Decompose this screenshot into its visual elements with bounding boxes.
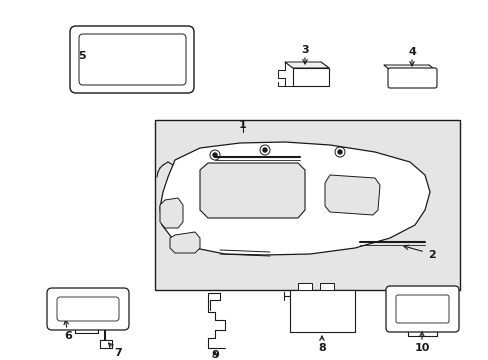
FancyBboxPatch shape [289,290,354,332]
Polygon shape [200,163,305,218]
FancyBboxPatch shape [385,286,458,332]
Text: 10: 10 [413,343,429,353]
FancyBboxPatch shape [47,288,129,330]
Polygon shape [325,175,379,215]
FancyBboxPatch shape [387,68,436,88]
Polygon shape [160,198,183,228]
Text: 3: 3 [301,45,308,55]
Bar [155,120,459,290]
Text: 5: 5 [78,51,86,61]
Text: 6: 6 [64,331,72,341]
Circle shape [213,153,217,157]
Circle shape [337,150,341,154]
FancyBboxPatch shape [292,68,328,86]
FancyBboxPatch shape [79,34,185,85]
Polygon shape [170,232,200,253]
Text: 7: 7 [114,348,122,358]
FancyBboxPatch shape [70,26,194,93]
FancyBboxPatch shape [57,297,119,321]
Text: 9: 9 [211,350,219,360]
Text: 8: 8 [318,343,325,353]
Bar [319,283,333,290]
Polygon shape [383,65,434,70]
Circle shape [263,148,266,152]
Polygon shape [160,142,429,255]
Text: 2: 2 [427,250,435,260]
Bar [297,283,311,290]
Polygon shape [285,62,328,68]
Text: 4: 4 [407,47,415,57]
Text: 1: 1 [239,120,246,130]
FancyBboxPatch shape [395,295,448,323]
